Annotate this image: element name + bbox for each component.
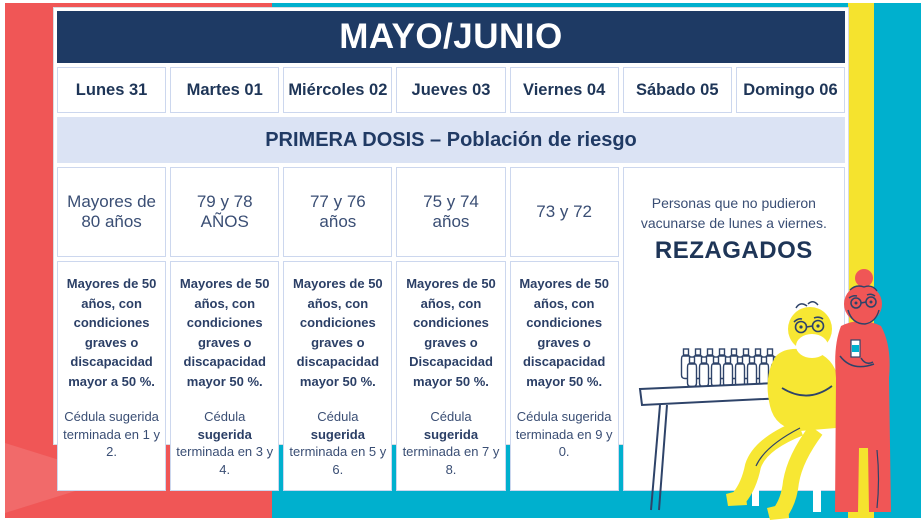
rezagados-note: Personas que no pudieron vacunarse de lu… xyxy=(640,195,827,231)
age-group-viernes: 73 y 72 xyxy=(509,167,619,257)
cedula-text: Cédula sugerida terminada en 7 y 8. xyxy=(402,409,504,477)
cedula-text: Cédula sugerida terminada en 1 y 2. xyxy=(63,409,164,460)
day-header-martes: Martes 01 xyxy=(170,67,280,113)
detail-miercoles: Mayores de 50 años, con condiciones grav… xyxy=(283,261,393,492)
criteria-text: Mayores de 50 años, con condiciones grav… xyxy=(406,276,496,389)
detail-viernes: Mayores de 50 años, con condiciones grav… xyxy=(509,261,619,492)
criteria-text: Mayores de 50 años, con condiciones grav… xyxy=(179,276,270,389)
day-header-miercoles: Miércoles 02 xyxy=(283,67,393,113)
month-title: MAYO/JUNIO xyxy=(57,11,845,63)
detail-martes: Mayores de 50 años, con condiciones grav… xyxy=(170,261,280,492)
criteria-text: Mayores de 50 años, con condiciones grav… xyxy=(519,276,609,389)
rezagados-title: REZAGADOS xyxy=(654,237,813,265)
cedula-text: Cédula sugerida terminada en 5 y 6. xyxy=(289,409,390,477)
yellow-accent-bar xyxy=(848,3,874,518)
day-header-viernes: Viernes 04 xyxy=(509,67,619,113)
cedula-text: Cédula sugerida terminada en 3 y 4. xyxy=(176,409,277,477)
day-header-lunes: Lunes 31 xyxy=(57,67,167,113)
age-group-jueves: 75 y 74 años xyxy=(396,167,506,257)
day-header-domingo: Domingo 06 xyxy=(735,67,845,113)
cedula-text: Cédula sugerida terminada en 9 y 0. xyxy=(515,409,617,460)
criteria-text: Mayores de 50 años, con condiciones grav… xyxy=(66,276,157,389)
criteria-text: Mayores de 50 años, con condiciones grav… xyxy=(293,276,383,389)
age-group-lunes: Mayores de 80 años xyxy=(57,167,167,257)
day-header-jueves: Jueves 03 xyxy=(396,67,506,113)
detail-lunes: Mayores de 50 años, con condiciones grav… xyxy=(57,261,167,492)
rezagados-cell: Personas que no pudieron vacunarse de lu… xyxy=(622,167,845,492)
age-group-miercoles: 77 y 76 años xyxy=(283,167,393,257)
dose-banner: PRIMERA DOSIS – Población de riesgo xyxy=(57,117,845,163)
age-group-martes: 79 y 78 AÑOS xyxy=(170,167,280,257)
day-header-sabado: Sábado 05 xyxy=(622,67,732,113)
schedule-table: MAYO/JUNIO Lunes 31 Martes 01 Miércoles … xyxy=(53,7,849,492)
detail-jueves: Mayores de 50 años, con condiciones grav… xyxy=(396,261,506,492)
